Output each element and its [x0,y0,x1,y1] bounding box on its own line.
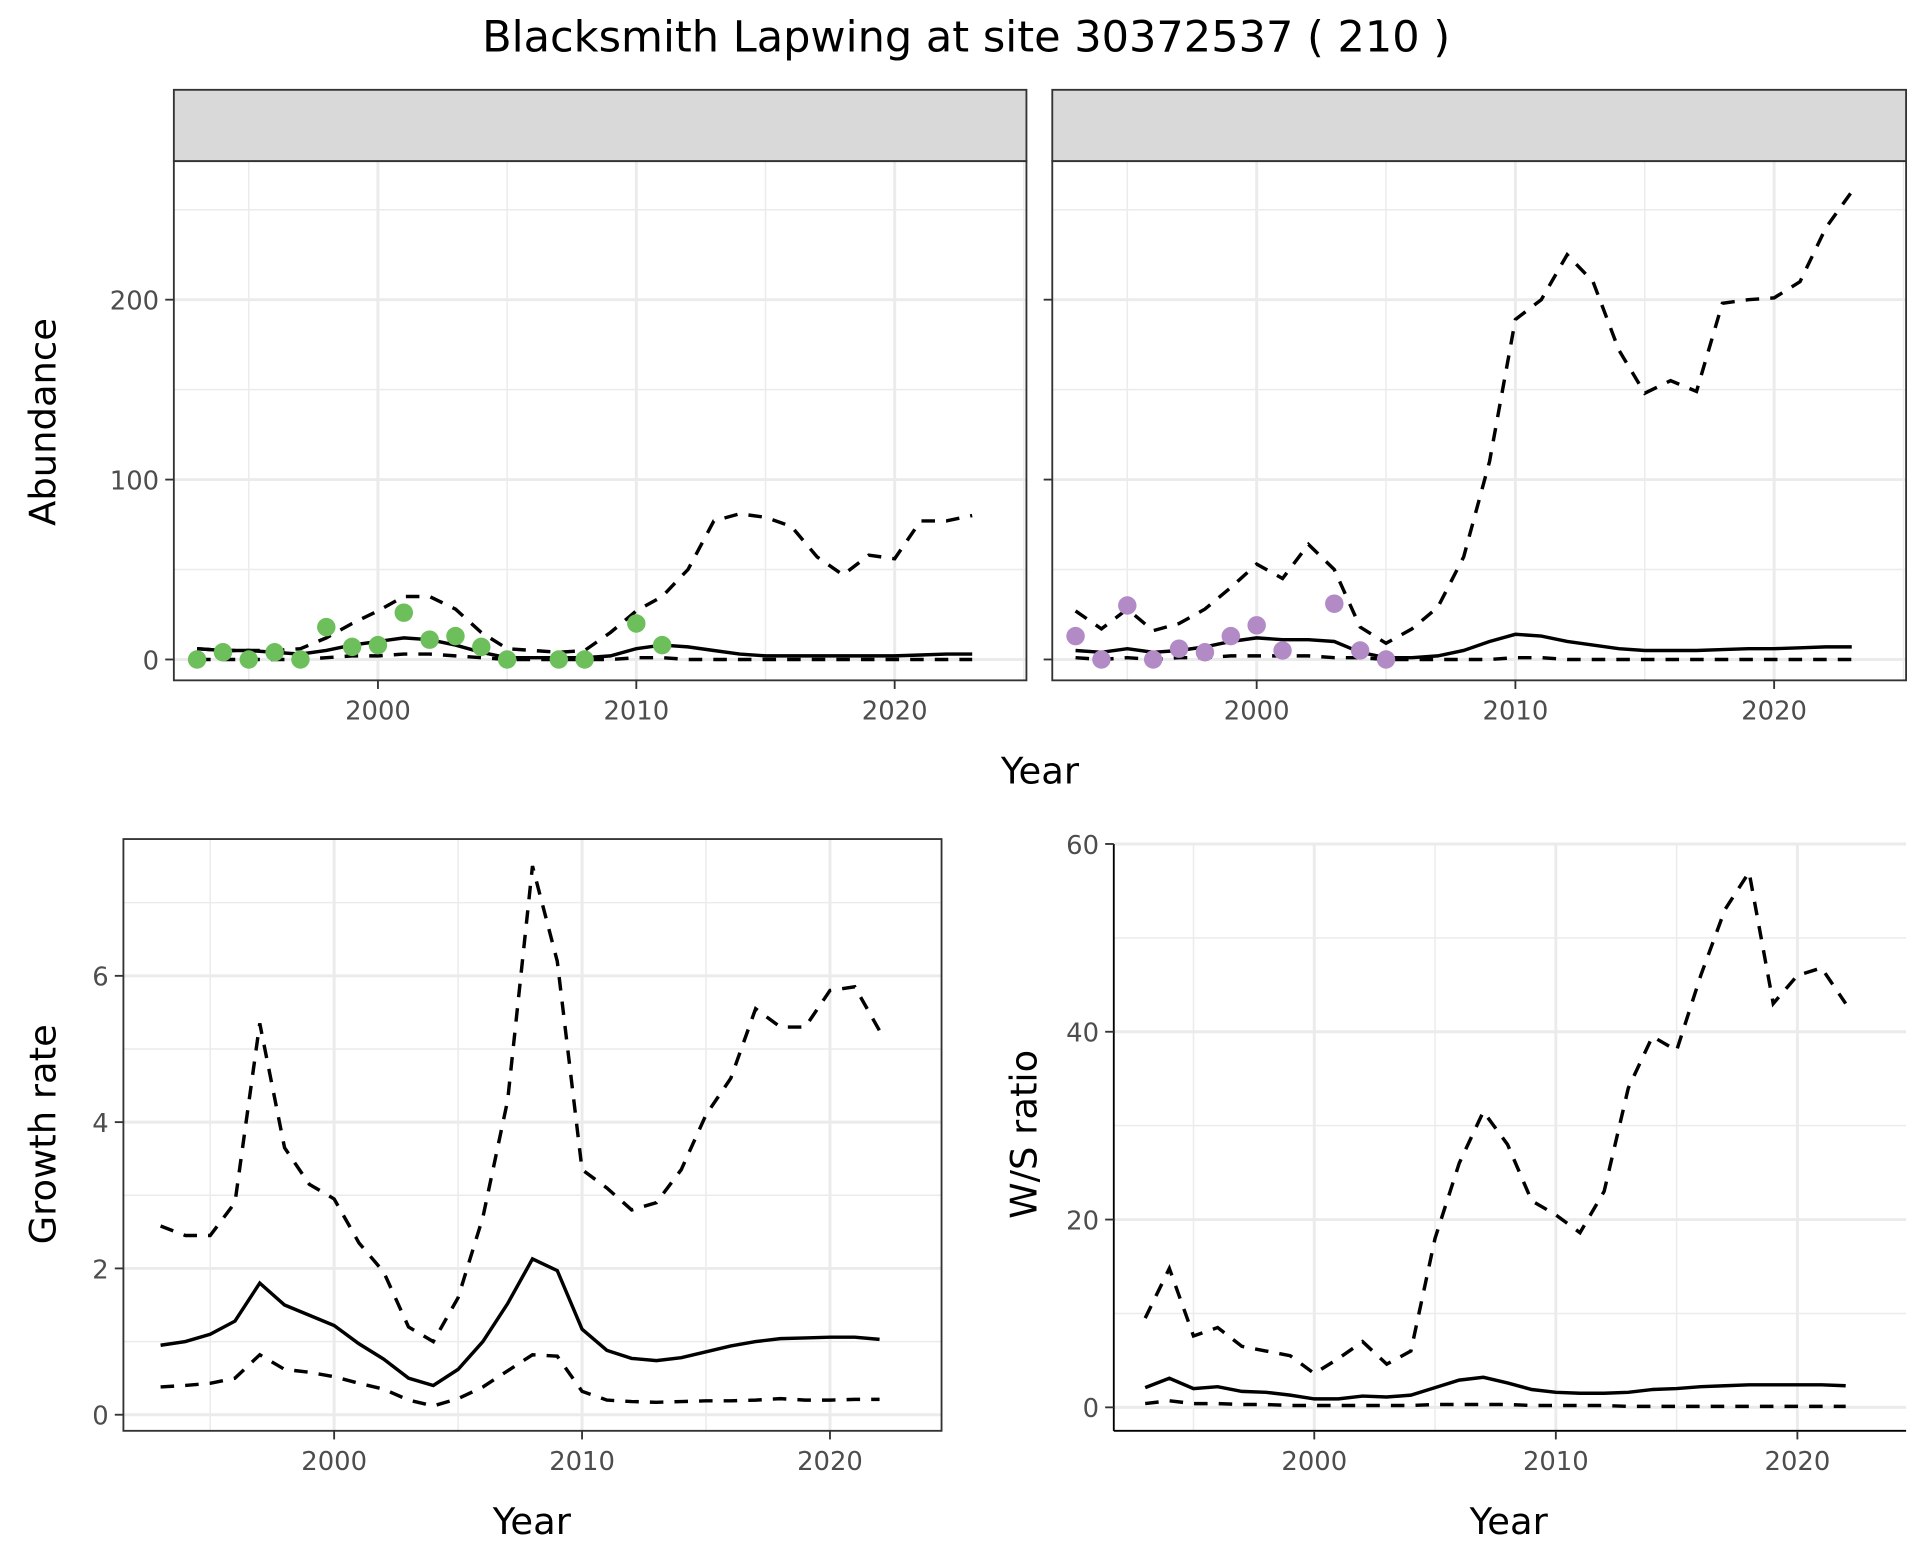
data-point [1169,639,1189,658]
y-tick-label: 60 [1066,831,1099,861]
data-point [265,643,284,662]
y-tick-label: 20 [1066,1206,1099,1236]
data-point [317,617,336,637]
panel-summer: 2000 2010 2020 0 100 200 [110,88,1028,727]
data-point [187,650,207,669]
panel-border [122,838,943,1432]
data-point [239,650,258,669]
data-point [368,635,388,655]
data-point [342,637,362,657]
data-point [1092,650,1111,669]
x-tick-label: 2010 [603,697,669,727]
panel-border [1051,160,1908,682]
upper-bound-line [196,512,973,655]
panel-w-s-ratio: 2000 2010 2020 0 20 40 60 [1066,831,1907,1477]
data-point [1143,650,1163,669]
data-point [1350,641,1370,660]
data-point [1195,643,1215,662]
x-tick-label: 2000 [345,697,411,727]
x-tick-label: 2020 [797,1447,863,1477]
x-tick-label: 2020 [1741,697,1807,727]
x-axis-title-growth: Year [492,1500,572,1543]
x-tick-label: 2000 [301,1447,367,1477]
data-point [1247,616,1266,635]
facet-strip [172,88,1028,163]
mean-line [160,1256,880,1388]
x-tick-label: 2020 [862,697,928,727]
lower-bound-line [197,652,973,662]
x-tick-label: 2010 [1523,1447,1589,1477]
plot-area [173,161,1027,681]
data-point [213,643,233,662]
y-tick-label: 0 [143,646,159,676]
data-point [1325,594,1344,613]
data-point [394,603,414,622]
plot-area [123,839,942,1431]
y-axis-title-growth: Growth rate [22,1024,65,1244]
data-point [549,650,569,669]
x-tick-label: 2000 [1281,1447,1347,1477]
y-axis-title-ratio: W/S ratio [1002,1050,1045,1219]
x-tick-label: 2010 [549,1447,615,1477]
data-point [1066,626,1085,646]
data-point [575,650,594,669]
x-axis-title-top: Year [1000,750,1080,793]
data-point [1273,641,1292,660]
y-tick-label: 4 [92,1109,108,1139]
upper-bound-line [159,865,882,1344]
x-axis-title-ratio: Year [1469,1500,1549,1543]
lower-bound-line [1144,1399,1846,1409]
facet-strip [1051,88,1908,163]
mean-line [1144,1375,1846,1401]
data-point [472,637,491,657]
y-tick-label: 0 [92,1402,108,1432]
panel-growth-rate: 2000 2010 2020 0 2 4 6 [92,838,943,1477]
y-tick-label: 200 [110,287,159,317]
y-tick-label: 40 [1066,1019,1099,1049]
plot-area [1113,843,1907,1431]
panel-winter: 2000 2010 2020 [1043,88,1908,727]
upper-bound-line [1143,867,1848,1376]
data-point [1221,626,1241,646]
x-tick-label: 2010 [1483,697,1549,727]
y-tick-label: 100 [110,466,159,496]
upper-bound-line [1074,190,1854,646]
data-point [291,650,310,669]
data-point [652,635,672,655]
data-point [497,650,517,669]
y-tick-label: 6 [92,963,108,993]
panel-border [172,160,1028,682]
plot-area [1052,161,1907,681]
data-point [1118,596,1137,615]
y-tick-label: 0 [1083,1394,1099,1424]
data-point [1376,650,1396,669]
x-tick-label: 2020 [1765,1447,1831,1477]
data-point [446,626,465,646]
y-tick-label: 2 [92,1255,108,1285]
chart-title: Blacksmith Lapwing at site 30372537 ( 21… [482,13,1450,63]
y-axis-title-abundance: Abundance [22,318,65,526]
lower-bound-line [160,1352,880,1408]
x-tick-label: 2000 [1224,697,1290,727]
data-point [627,614,646,633]
data-point [420,630,439,649]
